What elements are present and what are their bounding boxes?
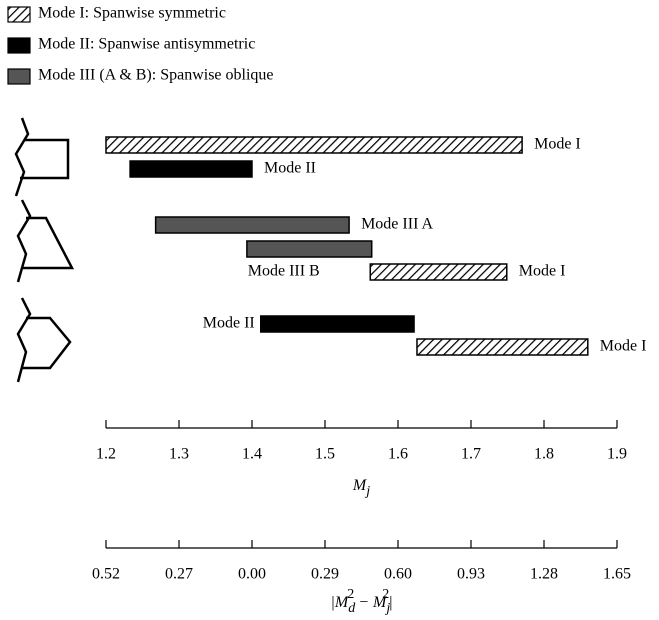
x2-axis-label-part: 2 <box>382 587 389 602</box>
x2-tick-label: 0.29 <box>311 566 339 583</box>
x2-tick-label: 0.52 <box>92 566 120 583</box>
x2-tick-label: 0.60 <box>384 566 412 583</box>
bar-label: Mode I <box>519 263 566 280</box>
x-tick-label: 1.8 <box>534 446 554 463</box>
x2-axis-label-part: j <box>384 601 390 616</box>
x-tick-label: 1.4 <box>242 446 262 463</box>
bar-label: Mode II <box>264 160 316 177</box>
x-axis-label-part: M <box>352 477 368 494</box>
x2-axis-label-part: d <box>348 601 356 616</box>
x2-tick-label: 0.27 <box>165 566 193 583</box>
x-axis-label: Mj <box>352 477 370 500</box>
legend-label: Mode II: Spanwise antisymmetric <box>38 36 255 53</box>
range-bar <box>246 240 373 258</box>
x2-tick-label: 1.28 <box>530 566 558 583</box>
x2-tick-label: 1.65 <box>603 566 631 583</box>
x2-tick-label: 0.93 <box>457 566 485 583</box>
range-bar <box>416 338 589 356</box>
range-bar <box>154 216 350 234</box>
x-tick-label: 1.3 <box>169 446 189 463</box>
bar-label: Mode III B <box>248 263 320 280</box>
legend-swatch <box>7 68 31 85</box>
x-tick-label: 1.5 <box>315 446 335 463</box>
x-tick-label: 1.2 <box>96 446 116 463</box>
nozzle-shapes <box>14 117 75 383</box>
legend-label: Mode III (A & B): Spanwise oblique <box>38 67 274 84</box>
range-bar <box>369 263 508 281</box>
bar-label: Mode I <box>600 338 647 355</box>
legend-swatch <box>7 37 31 54</box>
x2-axis-label-part: 2 <box>347 587 354 602</box>
x2-tick-label: 0.00 <box>238 566 266 583</box>
range-bar <box>260 315 415 333</box>
x-tick-label: 1.7 <box>461 446 481 463</box>
x-axis-label-part: j <box>364 484 370 499</box>
legend-label: Mode I: Spanwise symmetric <box>38 5 226 22</box>
bar-label: Mode II <box>203 315 255 332</box>
legend-swatch <box>7 6 31 23</box>
range-bar <box>105 136 523 154</box>
bar-label: Mode III A <box>361 216 433 233</box>
x-tick-label: 1.9 <box>607 446 627 463</box>
x2-axis-label-part: |M <box>331 594 350 611</box>
bar-label: Mode I <box>534 136 581 153</box>
x2-axis-label: |Md2 − Mj2| <box>331 587 393 616</box>
x2-axis-label-part: − M <box>354 594 388 611</box>
range-bar <box>129 160 253 178</box>
x2-axis-label-part: | <box>389 594 392 611</box>
x-tick-label: 1.6 <box>388 446 408 463</box>
